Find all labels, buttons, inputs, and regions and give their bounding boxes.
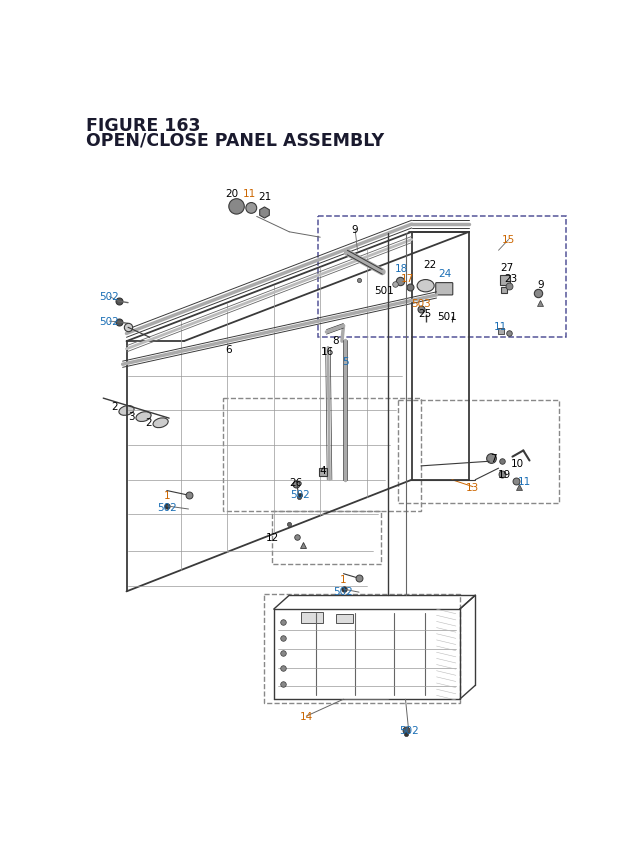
Text: 502: 502 — [399, 725, 419, 735]
Text: 22: 22 — [424, 260, 437, 269]
Text: 26: 26 — [290, 478, 303, 487]
Text: 19: 19 — [498, 469, 511, 479]
Text: 23: 23 — [504, 274, 518, 283]
Bar — [318, 217, 566, 338]
Ellipse shape — [119, 406, 134, 416]
Text: 11: 11 — [518, 476, 531, 486]
Text: 15: 15 — [502, 235, 515, 245]
Text: 24: 24 — [438, 269, 452, 279]
Text: 11: 11 — [494, 321, 508, 331]
Text: 18: 18 — [395, 263, 408, 274]
Text: 2: 2 — [111, 401, 117, 412]
Text: 502: 502 — [100, 317, 119, 326]
Text: 17: 17 — [401, 274, 415, 283]
Text: 13: 13 — [467, 482, 479, 492]
Bar — [397, 400, 559, 504]
Circle shape — [246, 203, 257, 214]
Text: 8: 8 — [332, 335, 339, 345]
Text: 502: 502 — [100, 292, 119, 302]
Text: 25: 25 — [419, 308, 431, 319]
Ellipse shape — [153, 418, 168, 428]
Text: 11: 11 — [243, 189, 255, 199]
Bar — [301, 612, 323, 623]
Text: 502: 502 — [157, 502, 177, 512]
Text: 501: 501 — [374, 285, 394, 295]
Text: 501: 501 — [436, 313, 456, 322]
Text: 9: 9 — [537, 280, 543, 290]
Text: 503: 503 — [411, 298, 431, 308]
Text: 502: 502 — [333, 586, 353, 596]
Bar — [336, 614, 353, 623]
Text: 20: 20 — [225, 189, 239, 199]
Ellipse shape — [417, 280, 434, 293]
Text: 6: 6 — [225, 344, 232, 355]
Text: 3: 3 — [129, 412, 135, 421]
Bar — [272, 511, 381, 565]
Ellipse shape — [136, 412, 151, 422]
Text: 7: 7 — [490, 454, 497, 463]
Text: 12: 12 — [266, 532, 279, 542]
Text: 2: 2 — [146, 418, 152, 428]
Text: 9: 9 — [352, 226, 358, 235]
Circle shape — [229, 200, 244, 215]
Text: 1: 1 — [163, 491, 170, 500]
Bar — [264, 594, 460, 703]
Text: 5: 5 — [342, 356, 348, 367]
Text: 10: 10 — [511, 458, 524, 468]
Text: 502: 502 — [290, 489, 310, 499]
Text: 14: 14 — [300, 711, 313, 722]
Text: 1: 1 — [340, 574, 347, 585]
Text: 27: 27 — [500, 263, 514, 273]
Text: FIGURE 163: FIGURE 163 — [86, 117, 201, 135]
Text: OPEN/CLOSE PANEL ASSEMBLY: OPEN/CLOSE PANEL ASSEMBLY — [86, 131, 385, 149]
Text: 16: 16 — [321, 347, 334, 356]
FancyBboxPatch shape — [436, 283, 452, 295]
Text: 4: 4 — [319, 466, 326, 476]
Text: 21: 21 — [258, 191, 271, 201]
Bar — [223, 399, 421, 511]
